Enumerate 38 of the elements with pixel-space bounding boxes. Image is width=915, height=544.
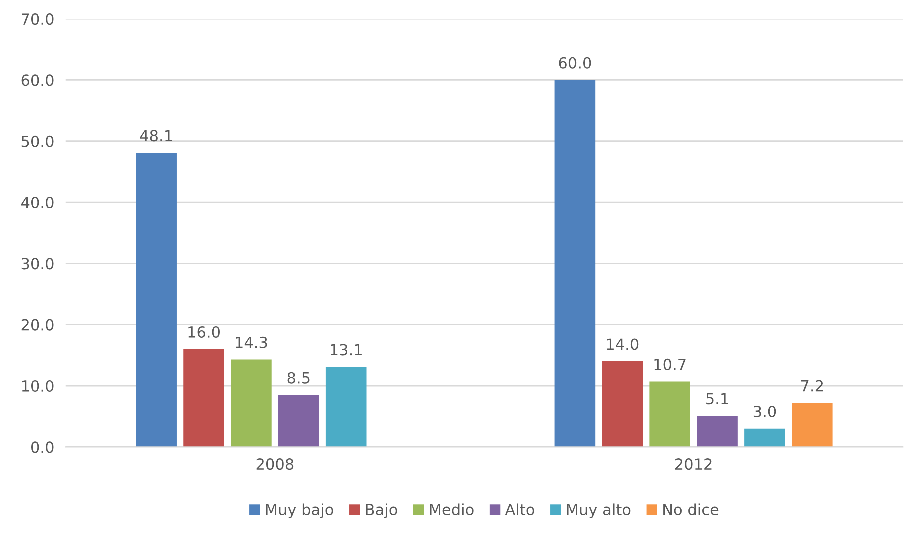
y-tick-label: 0.0 <box>31 442 54 454</box>
legend-label: No dice <box>664 504 719 516</box>
data-label: 14.3 <box>236 336 268 348</box>
bar <box>744 428 786 448</box>
data-label: 8.5 <box>288 372 310 384</box>
bar <box>278 395 320 448</box>
bar <box>792 403 833 448</box>
y-tick-label: 20.0 <box>22 319 54 331</box>
bar <box>184 349 224 448</box>
y-tick-label: 40.0 <box>22 196 54 209</box>
x-tick-label: 2012 <box>675 458 712 470</box>
legend-label: Alto <box>505 504 534 516</box>
bar <box>231 360 272 448</box>
y-tick-label: 70.0 <box>22 14 54 26</box>
data-label: 60.0 <box>559 57 592 69</box>
y-tick-label: 30.0 <box>22 258 54 270</box>
data-label: 10.7 <box>654 358 686 370</box>
data-label: 7.2 <box>802 380 824 392</box>
data-label: 3.0 <box>754 406 776 418</box>
data-label: 16.0 <box>188 326 220 338</box>
bar <box>697 416 738 448</box>
legend-label: Medio <box>430 504 474 516</box>
data-label: 5.1 <box>706 393 728 405</box>
legend-label: Bajo <box>366 504 398 519</box>
bar <box>554 80 596 448</box>
y-tick-label: 60.0 <box>22 74 54 86</box>
y-tick-label: 10.0 <box>22 380 54 392</box>
x-tick-label: 2008 <box>256 458 294 470</box>
data-label: 48.1 <box>140 130 172 142</box>
data-label: 13.1 <box>331 344 362 356</box>
legend-label: Muy alto <box>567 504 631 519</box>
y-tick-label: 50.0 <box>22 136 54 148</box>
bar <box>602 362 644 448</box>
bar <box>136 152 177 448</box>
bar <box>326 367 367 448</box>
bar <box>650 382 690 448</box>
legend-label: Muy bajo <box>266 504 334 519</box>
data-label: 14.0 <box>607 338 639 350</box>
